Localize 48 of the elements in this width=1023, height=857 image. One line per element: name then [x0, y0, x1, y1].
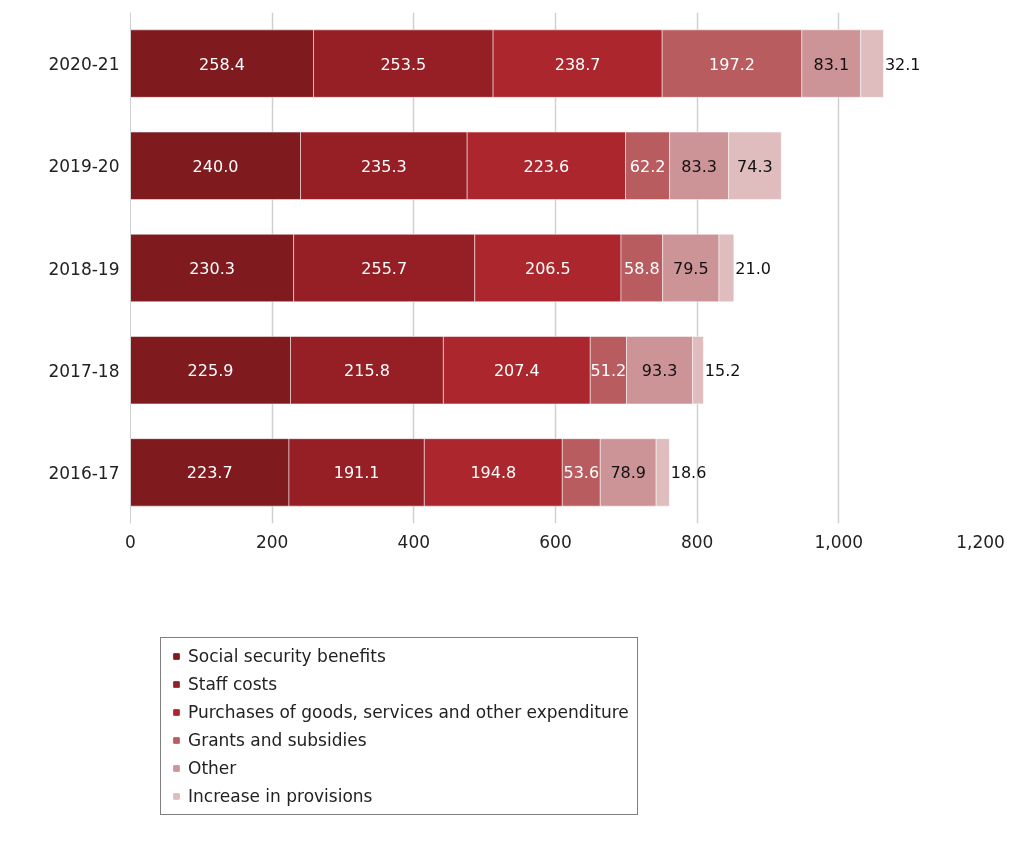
data-label: 255.7 [361, 259, 408, 278]
data-label: 207.4 [493, 361, 540, 381]
data-label: 32.1 [884, 54, 921, 74]
data-label: 83.1 [813, 54, 850, 74]
data-label: 78.9 [610, 463, 647, 483]
y-tick-label: 2018-19 [48, 258, 120, 279]
data-label: 223.7 [186, 463, 233, 483]
data-label: 194.8 [470, 463, 517, 483]
x-tick-label: 0 [125, 531, 136, 552]
x-tick-label: 400 [397, 531, 431, 552]
data-label: 253.5 [380, 54, 427, 74]
legend-label: Grants and subsidies [188, 730, 367, 750]
data-label: 197.2 [709, 54, 755, 74]
x-tick-label: 1,000 [814, 531, 864, 552]
data-label: 53.6 [563, 463, 600, 483]
legend-label: Social security benefits [188, 646, 386, 666]
x-tick-label: 800 [680, 531, 714, 552]
legend-label: Other [188, 758, 237, 778]
data-label: 215.8 [344, 361, 390, 381]
y-tick-label: 2017-18 [48, 360, 120, 381]
data-label: 58.8 [624, 259, 660, 278]
legend-label: Purchases of goods, services and other expenditure [188, 702, 629, 722]
x-tick-label: 200 [255, 531, 289, 552]
data-label: 191.1 [333, 463, 380, 483]
data-label: 21.0 [735, 259, 771, 278]
x-tick-label: 1,200 [956, 531, 1005, 552]
data-label: 79.5 [673, 259, 709, 278]
data-label: 74.3 [737, 156, 773, 176]
data-label: 206.5 [524, 259, 571, 278]
data-label: 51.2 [590, 361, 627, 381]
data-label: 225.9 [187, 361, 234, 381]
y-tick-label: 2020-21 [48, 54, 120, 75]
data-label: 83.3 [681, 156, 717, 176]
data-label: 93.3 [641, 361, 678, 381]
data-label: 230.3 [189, 259, 235, 278]
y-tick-label: 2019-20 [48, 156, 120, 177]
x-tick-label: 600 [539, 531, 572, 552]
data-label: 62.2 [629, 156, 666, 176]
y-tick-label: 2016-17 [48, 462, 120, 483]
data-label: 223.6 [523, 156, 570, 176]
data-label: 238.7 [554, 54, 601, 74]
legend-label: Staff costs [188, 674, 278, 694]
data-label: 235.3 [360, 156, 407, 176]
data-label: 18.6 [670, 463, 707, 483]
data-label: 15.2 [704, 361, 741, 381]
legend-label: Increase in provisions [188, 786, 373, 806]
data-label: 258.4 [199, 54, 245, 74]
data-label: 240.0 [192, 156, 239, 176]
